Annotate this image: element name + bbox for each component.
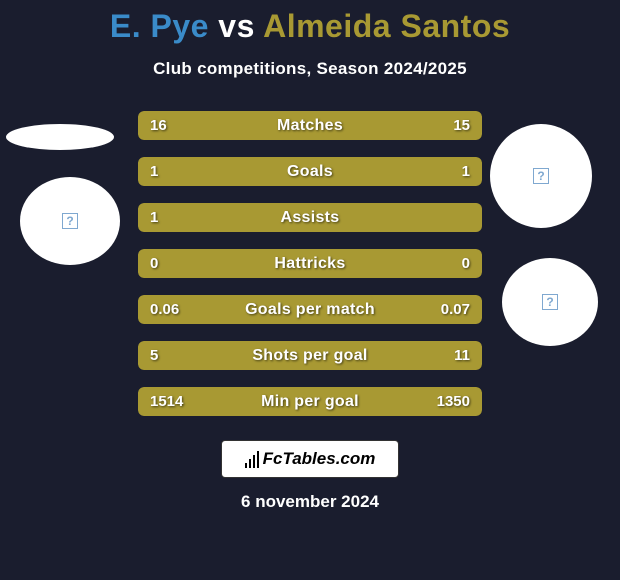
stat-value-left: 16 [150,117,167,134]
stat-bar-left [138,157,310,186]
question-icon: ? [533,168,549,184]
stat-row: 5 Shots per goal 11 [138,341,482,370]
stat-row: 1 Goals 1 [138,157,482,186]
stat-label: Matches [277,117,343,135]
stat-value-left: 5 [150,347,158,364]
stat-label: Goals [287,163,333,181]
player-avatar-placeholder: ? [20,177,120,265]
player2-name: Almeida Santos [263,8,510,44]
stat-value-left: 0 [150,255,158,272]
stat-row: 1514 Min per goal 1350 [138,387,482,416]
stat-value-left: 0.06 [150,301,179,318]
date-text: 6 november 2024 [0,492,620,512]
vs-text: vs [218,8,255,44]
stat-value-right: 11 [454,347,470,364]
stat-value-right: 0 [462,255,470,272]
stat-label: Hattricks [274,255,345,273]
player-avatar-placeholder: ? [502,258,598,346]
question-icon: ? [62,213,78,229]
logo-bars-icon [245,450,259,468]
stat-label: Assists [280,209,339,227]
stat-value-left: 1514 [150,393,183,410]
fctables-logo[interactable]: FcTables.com [221,440,399,478]
logo-text: FcTables.com [263,449,376,469]
player-avatar-placeholder: ? [490,124,592,228]
decorative-ellipse [6,124,114,150]
player1-name: E. Pye [110,8,209,44]
stat-value-right: 0.07 [441,301,470,318]
stat-value-right: 15 [453,117,470,134]
stat-label: Shots per goal [252,347,367,365]
stat-value-left: 1 [150,209,158,226]
stat-row: 0 Hattricks 0 [138,249,482,278]
subtitle: Club competitions, Season 2024/2025 [0,59,620,79]
stat-row: 1 Assists [138,203,482,232]
stat-row: 0.06 Goals per match 0.07 [138,295,482,324]
comparison-title: E. Pye vs Almeida Santos [0,0,620,45]
stats-container: 16Matches151Goals11Assists0Hattricks00.0… [138,111,482,416]
stat-label: Min per goal [261,393,359,411]
stat-value-left: 1 [150,163,158,180]
stat-label: Goals per match [245,301,375,319]
stat-bar-right [310,157,482,186]
stat-value-right: 1 [462,163,470,180]
stat-row: 16 Matches 15 [138,111,482,140]
question-icon: ? [542,294,558,310]
stat-value-right: 1350 [437,393,470,410]
